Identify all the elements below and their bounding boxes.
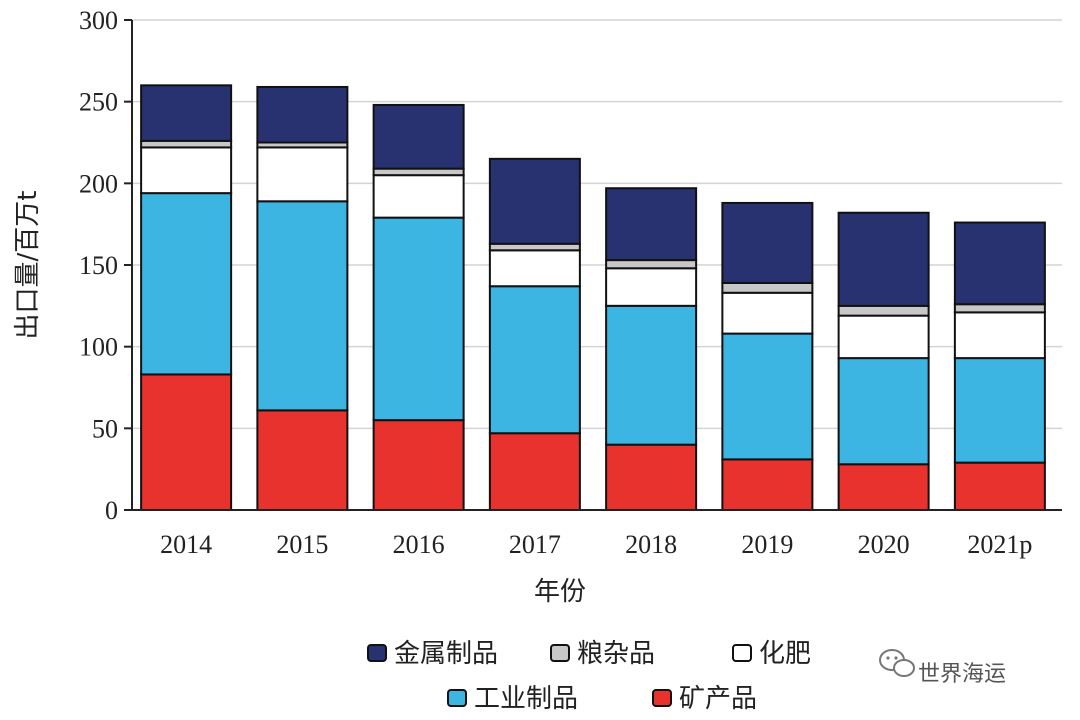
bar-segment bbox=[953, 221, 1046, 306]
legend-label: 矿产品 bbox=[679, 684, 757, 714]
bar-segment bbox=[605, 259, 698, 270]
bar-segment bbox=[488, 157, 581, 245]
y-tick-label: 200 bbox=[79, 169, 118, 198]
bar-segment bbox=[140, 84, 233, 142]
bar-segment bbox=[721, 332, 814, 461]
bar-segment bbox=[721, 281, 814, 294]
y-tick-label: 250 bbox=[79, 88, 118, 117]
bar-segment bbox=[256, 200, 349, 412]
x-tick-label: 2019 bbox=[741, 530, 793, 559]
y-tick-label: 300 bbox=[79, 6, 118, 35]
bar-segment bbox=[372, 216, 465, 422]
y-tick-label: 50 bbox=[92, 414, 118, 443]
bar-segment bbox=[953, 303, 1046, 314]
bar-segment bbox=[721, 458, 814, 512]
bar-segment bbox=[837, 463, 930, 511]
legend-label: 化肥 bbox=[759, 639, 811, 669]
x-tick-label: 2016 bbox=[393, 530, 445, 559]
bar-segment bbox=[605, 187, 698, 262]
watermark-text: 世界海运 bbox=[918, 662, 1006, 687]
bar-segment bbox=[140, 373, 233, 511]
x-axis-title: 年份 bbox=[534, 577, 586, 607]
x-tick-label: 2014 bbox=[160, 530, 212, 559]
bars bbox=[140, 84, 1046, 512]
bar-segment bbox=[140, 146, 233, 195]
bar-segment bbox=[256, 409, 349, 511]
bar-segment bbox=[605, 267, 698, 307]
bar-segment bbox=[721, 291, 814, 335]
bar-segment bbox=[953, 357, 1046, 464]
legend-label: 金属制品 bbox=[394, 639, 498, 669]
x-tick-label: 2015 bbox=[276, 530, 328, 559]
x-tick-label: 2021p bbox=[967, 530, 1032, 559]
bar-segment bbox=[372, 419, 465, 511]
x-tick-label: 2017 bbox=[509, 530, 561, 559]
bar-segment bbox=[605, 443, 698, 511]
legend-swatch bbox=[550, 644, 570, 662]
bar-segment bbox=[837, 211, 930, 307]
bar-segment bbox=[256, 146, 349, 203]
x-tick-label: 2020 bbox=[858, 530, 910, 559]
legend-label: 工业制品 bbox=[474, 684, 578, 714]
wechat-icon bbox=[879, 649, 915, 677]
y-axis-title: 出口量/百万t bbox=[13, 191, 43, 340]
legend-swatch bbox=[652, 689, 672, 707]
x-tick-label: 2018 bbox=[625, 530, 677, 559]
legend-swatch bbox=[367, 644, 387, 662]
bar-segment bbox=[140, 192, 233, 376]
bar-segment bbox=[256, 85, 349, 144]
y-tick-labels: 0 50 100 150 200 250 300 bbox=[79, 6, 132, 525]
legend-swatch bbox=[447, 689, 467, 707]
bar-segment bbox=[372, 174, 465, 219]
bar-segment bbox=[488, 285, 581, 435]
y-tick-label: 100 bbox=[79, 333, 118, 362]
bar-segment bbox=[488, 249, 581, 288]
bar-segment bbox=[372, 103, 465, 170]
bar-segment bbox=[837, 314, 930, 360]
bar-segment bbox=[837, 304, 930, 317]
watermark: 世界海运 bbox=[879, 649, 1006, 687]
legend-label: 粮杂品 bbox=[577, 639, 655, 669]
y-tick-label: 150 bbox=[79, 251, 118, 280]
bar-segment bbox=[953, 311, 1046, 360]
bar-segment bbox=[488, 432, 581, 512]
x-tick-labels: 2014 2015 2016 2017 2018 2019 2020 2021p bbox=[160, 530, 1032, 559]
bar-segment bbox=[605, 304, 698, 446]
bar-segment bbox=[721, 201, 814, 284]
bar-segment bbox=[837, 357, 930, 466]
legend-swatch bbox=[732, 644, 752, 662]
y-tick-label: 0 bbox=[105, 496, 118, 525]
bar-segment bbox=[953, 461, 1046, 511]
